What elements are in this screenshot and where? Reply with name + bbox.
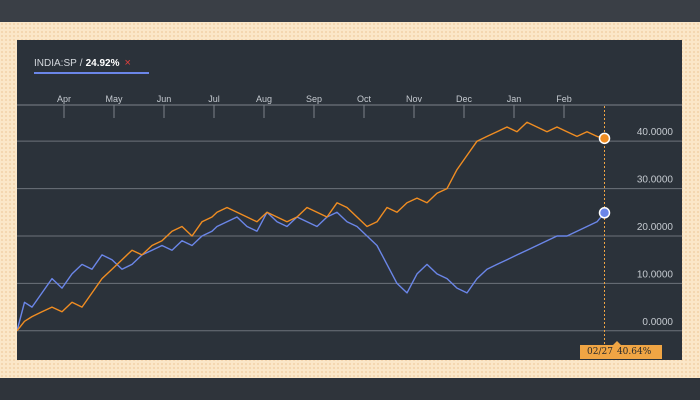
legend-separator: /: [79, 58, 83, 69]
series-line-2: [17, 121, 605, 332]
chart-panel: INDIA:SP/24.92% × Apr May Jun Jul Aug Sep Oct No…: [17, 40, 682, 360]
close-icon[interactable]: ×: [124, 57, 131, 69]
legend-value: 24.92%: [85, 58, 120, 69]
y-tick-label: 40.0000: [637, 127, 674, 138]
x-tick-label: Apr: [57, 94, 71, 104]
x-tick-label: Nov: [406, 94, 423, 104]
bottom-background-strip: [0, 378, 700, 400]
legend-underline: [34, 72, 149, 74]
y-axis: 40.0000 30.0000 20.0000 10.0000 0.0000: [637, 127, 674, 328]
y-tick-label: 0.0000: [642, 317, 673, 328]
series-legend[interactable]: INDIA:SP/24.92% ×: [34, 57, 131, 75]
x-tick-label: Sep: [306, 94, 322, 104]
x-tick-label: Feb: [556, 94, 572, 104]
series-end-marker: [598, 207, 611, 219]
marker-layer: [598, 106, 611, 345]
x-tick-label: Dec: [456, 94, 473, 104]
x-axis: Apr May Jun Jul Aug Sep Oct Nov Dec Jan Feb: [57, 94, 572, 118]
series-end-marker: [598, 132, 611, 145]
x-tick-label: Aug: [256, 94, 272, 104]
grid-layer: [17, 104, 682, 332]
y-tick-label: 20.0000: [637, 222, 674, 233]
y-tick-label: 30.0000: [637, 175, 674, 186]
y-tick-label: 10.0000: [637, 269, 674, 280]
series-layer: [17, 121, 606, 332]
legend-ticker: INDIA:SP: [34, 58, 77, 69]
x-tick-label: May: [105, 94, 123, 104]
series-line-1: [17, 211, 606, 331]
x-tick-label: Jul: [208, 94, 220, 104]
x-tick-label: Jan: [507, 94, 522, 104]
crosshair-date: 02/27: [587, 347, 613, 357]
line-chart: Apr May Jun Jul Aug Sep Oct Nov Dec Jan Feb 40.000…: [17, 94, 682, 345]
crosshair-value: 40.64%: [616, 347, 652, 357]
x-tick-label: Oct: [357, 94, 372, 104]
crosshair-date-tag: 02/27 40.64%: [580, 341, 662, 359]
x-tick-label: Jun: [157, 94, 172, 104]
top-background-strip: [0, 0, 700, 22]
